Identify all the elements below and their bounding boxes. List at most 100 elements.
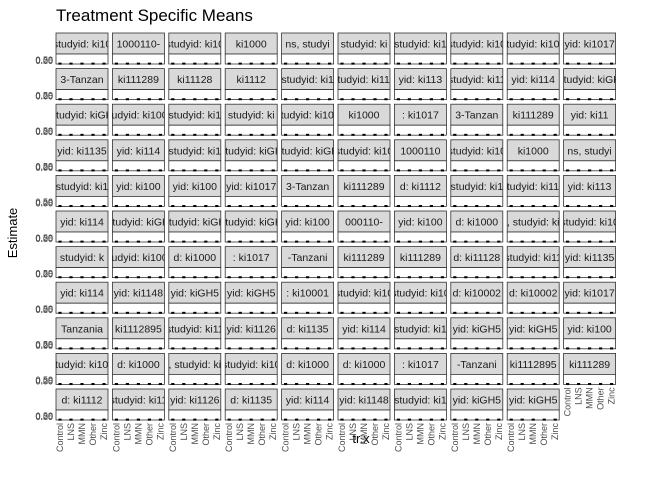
facet-strip-label: ns, studyi	[285, 39, 329, 51]
facet-plot-area	[450, 338, 504, 350]
facet-plot-area	[337, 302, 391, 314]
estimate-point	[351, 383, 355, 386]
estimate-point	[58, 240, 62, 243]
estimate-point	[284, 347, 288, 350]
facet-strip-label: yid: ki114	[60, 288, 104, 300]
y-tick-label: 0.25	[35, 233, 53, 243]
estimate-point	[509, 205, 513, 208]
estimate-point	[249, 169, 253, 172]
estimate-point	[407, 418, 411, 421]
facet-plot-area	[563, 373, 616, 385]
estimate-point	[182, 240, 186, 243]
estimate-point	[249, 62, 253, 65]
estimate-point	[351, 169, 355, 172]
estimate-point	[182, 347, 186, 350]
estimate-point	[171, 276, 175, 279]
estimate-point	[238, 62, 242, 65]
estimate-point	[260, 169, 264, 172]
estimate-point	[440, 98, 444, 101]
estimate-point	[340, 169, 344, 172]
x-tick-label: MMN	[415, 423, 425, 445]
estimate-point	[486, 276, 490, 279]
estimate-point	[351, 133, 355, 136]
estimate-point	[193, 276, 197, 279]
facet-strip-label: studyid: ki10	[222, 359, 281, 371]
facet-plot-area	[393, 89, 447, 100]
estimate-point	[295, 347, 299, 350]
x-tick-label: Zinc	[437, 423, 447, 441]
estimate-point	[102, 240, 106, 243]
estimate-point	[373, 347, 377, 350]
estimate-point	[497, 169, 501, 172]
facet-strip-label: ki1000	[236, 39, 267, 51]
estimate-point	[102, 205, 106, 208]
estimate-point	[531, 98, 535, 101]
estimate-point	[429, 240, 433, 243]
estimate-point	[102, 276, 106, 279]
estimate-point	[418, 276, 422, 279]
estimate-point	[464, 276, 468, 279]
facet-strip-label: ki11128	[177, 74, 212, 86]
estimate-point	[136, 418, 140, 421]
estimate-point	[158, 383, 162, 386]
facet-strip-label: yid: ki1148	[339, 395, 389, 407]
facet-panel: studyid: ki1000	[112, 103, 165, 136]
facet-plot-area	[168, 53, 222, 65]
estimate-point	[453, 383, 457, 386]
estimate-point	[340, 240, 344, 243]
x-tick-label: LNS	[235, 423, 245, 441]
estimate-point	[306, 276, 310, 279]
estimate-point	[317, 240, 321, 243]
estimate-point	[328, 418, 332, 421]
estimate-point	[80, 311, 84, 314]
estimate-point	[147, 205, 151, 208]
estimate-point	[577, 98, 581, 101]
estimate-point	[158, 311, 162, 314]
estimate-point	[227, 133, 231, 136]
estimate-point	[407, 347, 411, 350]
estimate-point	[204, 205, 208, 208]
estimate-point	[486, 347, 490, 350]
estimate-point	[440, 205, 444, 208]
estimate-point	[373, 383, 377, 386]
estimate-point	[102, 98, 106, 101]
facet-strip-label: studyid: ki11	[166, 323, 224, 335]
estimate-point	[351, 311, 355, 314]
estimate-point	[284, 62, 288, 65]
estimate-point	[317, 133, 321, 136]
estimate-point	[520, 98, 524, 101]
facet-plot-area	[281, 124, 335, 136]
estimate-point	[340, 276, 344, 279]
estimate-point	[193, 311, 197, 314]
estimate-point	[362, 240, 366, 243]
estimate-point	[317, 98, 321, 101]
estimate-point	[340, 347, 344, 350]
estimate-point	[114, 169, 118, 172]
estimate-point	[91, 133, 95, 136]
estimate-point	[588, 205, 592, 208]
facet-panel: : ki1017	[393, 103, 447, 136]
facet-panel: studyid: ki100	[55, 352, 109, 386]
estimate-point	[453, 133, 457, 136]
x-tick-label: Control	[111, 423, 121, 452]
facet-plot-area	[281, 267, 335, 279]
estimate-point	[599, 98, 603, 101]
estimate-point	[249, 133, 253, 136]
facet-plot-area	[55, 302, 109, 314]
facet-panel: studyid: ki11	[166, 317, 224, 350]
estimate-point	[453, 418, 457, 421]
estimate-point	[328, 133, 332, 136]
estimate-point	[475, 240, 479, 243]
estimate-point	[58, 133, 62, 136]
estimate-point	[497, 133, 501, 136]
estimate-point	[125, 62, 129, 65]
estimate-point	[91, 169, 95, 172]
facet-strip-label: yid: kiGH5	[453, 395, 502, 407]
facet-strip-label: d: ki1000	[343, 359, 386, 371]
estimate-point	[588, 133, 592, 136]
estimate-point	[69, 347, 73, 350]
facet-plot-area	[563, 124, 616, 136]
estimate-point	[340, 383, 344, 386]
y-tick-label: 0.25	[35, 198, 53, 208]
estimate-point	[171, 383, 175, 386]
